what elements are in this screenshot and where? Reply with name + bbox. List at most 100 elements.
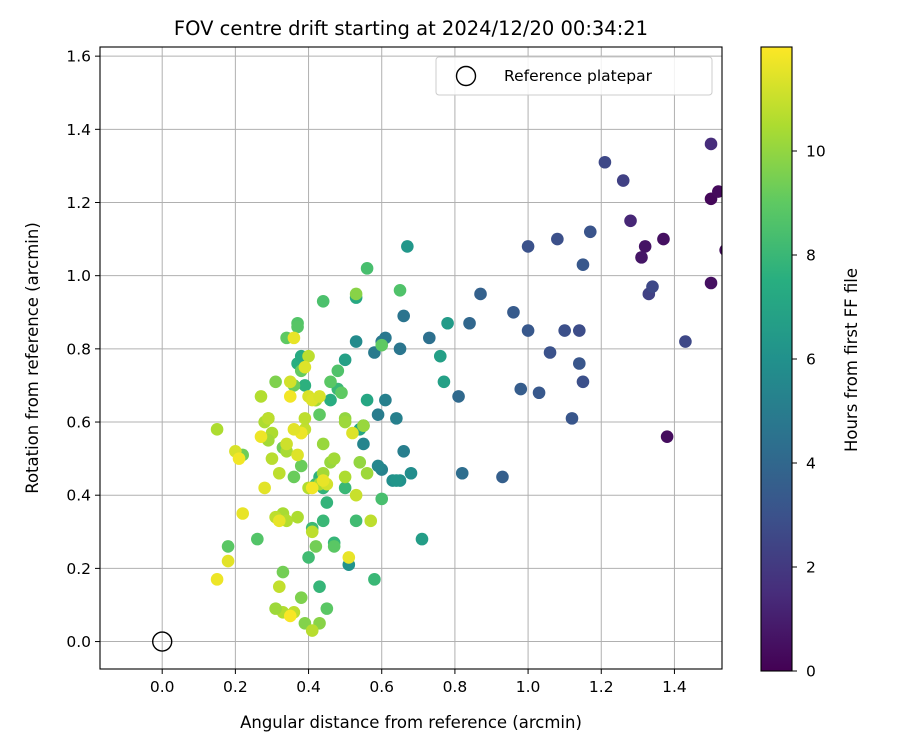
data-point bbox=[338, 481, 352, 495]
data-point bbox=[287, 331, 301, 345]
data-point bbox=[397, 445, 410, 458]
plot-frame bbox=[99, 46, 723, 670]
data-point bbox=[565, 412, 579, 425]
data-point bbox=[327, 452, 341, 465]
y-tick-label: 1.2 bbox=[66, 194, 91, 212]
data-point bbox=[397, 309, 410, 323]
x-tick-label: 1.2 bbox=[589, 678, 614, 696]
data-point bbox=[371, 408, 385, 422]
colorbar: 0 2 4 6 8 10 Hours from first FF file bbox=[760, 46, 861, 681]
colorbar-tick-label: 4 bbox=[806, 455, 816, 473]
data-point bbox=[521, 324, 535, 337]
data-point bbox=[262, 412, 275, 425]
data-point bbox=[236, 507, 249, 520]
colorbar-label: Hours from first FF file bbox=[842, 268, 861, 452]
data-point bbox=[272, 466, 286, 480]
data-point bbox=[404, 466, 418, 480]
data-point bbox=[342, 551, 356, 564]
data-point bbox=[338, 353, 352, 367]
data-point bbox=[543, 346, 557, 359]
data-point bbox=[558, 324, 571, 337]
legend-entry-reference-platepar: Reference platepar bbox=[504, 67, 653, 85]
data-point bbox=[316, 437, 330, 451]
data-point bbox=[305, 624, 319, 637]
data-point bbox=[305, 481, 319, 495]
data-point bbox=[507, 305, 520, 319]
data-point bbox=[441, 316, 454, 330]
data-point bbox=[646, 280, 659, 293]
y-tick-label: 0.6 bbox=[66, 414, 91, 432]
y-axis: 0.0 0.2 0.4 0.6 0.8 1.0 1.2 1.4 1.6 bbox=[66, 48, 100, 651]
data-point bbox=[320, 496, 334, 509]
data-point bbox=[272, 514, 286, 528]
data-point bbox=[660, 430, 674, 443]
data-point bbox=[258, 481, 271, 495]
grid bbox=[100, 47, 722, 669]
data-point bbox=[302, 551, 315, 564]
chart-title: FOV centre drift starting at 2024/12/20 … bbox=[174, 17, 648, 40]
data-point bbox=[349, 514, 363, 528]
data-point bbox=[254, 430, 268, 443]
data-point bbox=[316, 514, 330, 528]
data-point bbox=[576, 258, 590, 272]
data-point bbox=[368, 573, 381, 586]
data-point bbox=[338, 470, 352, 484]
data-point bbox=[624, 214, 637, 228]
data-point bbox=[346, 426, 359, 440]
y-tick-label: 0.2 bbox=[66, 560, 91, 578]
data-point bbox=[353, 455, 367, 469]
data-point bbox=[349, 488, 363, 502]
data-point bbox=[422, 331, 436, 345]
data-point bbox=[283, 375, 297, 389]
data-point bbox=[375, 338, 389, 352]
data-point bbox=[551, 232, 564, 246]
data-point bbox=[291, 448, 304, 462]
data-point bbox=[401, 240, 414, 253]
data-point bbox=[357, 419, 370, 432]
data-point bbox=[415, 532, 429, 546]
data-point bbox=[287, 470, 301, 484]
data-point bbox=[390, 412, 403, 425]
legend-marker bbox=[455, 65, 477, 87]
data-point bbox=[657, 232, 670, 246]
x-tick-label: 1.0 bbox=[516, 678, 541, 696]
x-axis-label: Angular distance from reference (arcmin) bbox=[240, 713, 582, 732]
data-point bbox=[393, 342, 407, 356]
data-point bbox=[360, 262, 374, 275]
x-tick-label: 0.4 bbox=[296, 678, 321, 696]
reference-marker-layer bbox=[151, 631, 173, 652]
data-point bbox=[514, 382, 528, 396]
data-point bbox=[635, 251, 648, 264]
data-point bbox=[210, 573, 224, 586]
colorbar-tick-label: 6 bbox=[806, 351, 816, 369]
data-point bbox=[302, 349, 315, 363]
data-point bbox=[305, 525, 319, 539]
data-point bbox=[583, 225, 597, 239]
data-point bbox=[298, 412, 312, 425]
data-point bbox=[452, 390, 465, 403]
data-point bbox=[496, 470, 509, 484]
data-point bbox=[463, 316, 476, 330]
x-tick-label: 0.8 bbox=[443, 678, 468, 696]
y-tick-label: 0.0 bbox=[66, 633, 91, 651]
data-point bbox=[719, 244, 722, 256]
data-point bbox=[232, 452, 246, 465]
data-point bbox=[221, 540, 235, 553]
data-point bbox=[283, 609, 297, 623]
data-point bbox=[298, 379, 312, 392]
data-point bbox=[704, 137, 718, 151]
data-point bbox=[576, 375, 590, 389]
data-point bbox=[390, 474, 403, 487]
colorbar-gradient bbox=[760, 46, 793, 672]
data-point bbox=[272, 580, 286, 593]
data-point bbox=[704, 276, 718, 290]
data-point bbox=[573, 324, 586, 337]
data-point bbox=[360, 393, 374, 407]
data-point bbox=[283, 390, 297, 403]
colorbar-tick-label: 10 bbox=[806, 143, 826, 161]
data-point bbox=[379, 393, 392, 407]
data-point bbox=[638, 240, 652, 253]
x-axis: 0.0 0.2 0.4 0.6 0.8 1.0 1.2 1.4 bbox=[150, 669, 687, 696]
data-point bbox=[598, 155, 612, 169]
